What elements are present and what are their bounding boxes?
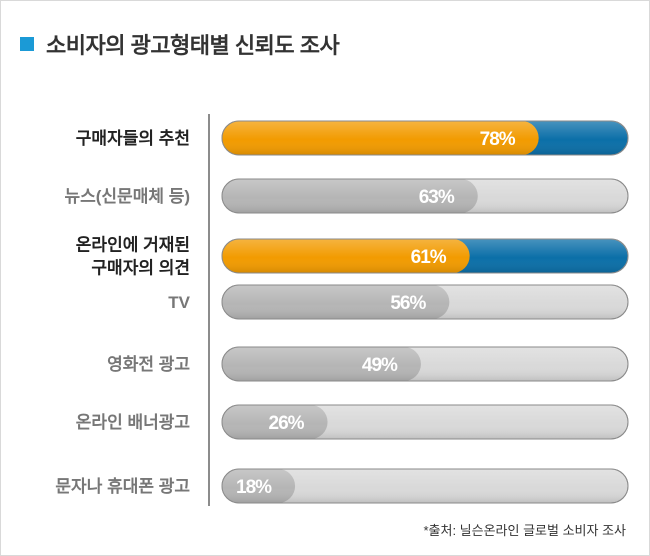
bar-shading bbox=[221, 284, 629, 320]
bar-shading bbox=[221, 238, 629, 274]
bar-shading bbox=[221, 120, 629, 156]
category-label: 구매자들의 추천 bbox=[76, 129, 190, 148]
category-label: 온라인 배너광고 bbox=[76, 413, 191, 432]
data-label: 61% bbox=[411, 247, 447, 268]
data-label: 56% bbox=[390, 293, 426, 314]
data-label: 26% bbox=[269, 413, 305, 434]
category-label: 온라인에 거재된 bbox=[76, 236, 190, 255]
bar-shading bbox=[221, 404, 629, 440]
chart-title: 소비자의 광고형태별 신뢰도 조사 bbox=[46, 33, 340, 58]
category-label: 뉴스(신문매체 등) bbox=[64, 187, 190, 206]
source-note: *출처: 닐슨온라인 글로벌 소비자 조사 bbox=[423, 523, 626, 538]
bar-shading bbox=[221, 468, 629, 504]
category-axis-line bbox=[208, 114, 210, 506]
data-label: 78% bbox=[480, 129, 516, 150]
category-label: 구매자의 의견 bbox=[91, 259, 190, 278]
data-label: 49% bbox=[362, 355, 398, 376]
category-label: TV bbox=[168, 293, 190, 312]
data-label: 18% bbox=[236, 477, 272, 498]
category-label: 영화전 광고 bbox=[107, 355, 190, 374]
category-label: 문자나 휴대폰 광고 bbox=[55, 476, 190, 496]
data-label: 63% bbox=[419, 187, 455, 208]
chart-header: 소비자의 광고형태별 신뢰도 조사 bbox=[20, 28, 340, 60]
bar-shading bbox=[221, 346, 629, 382]
bar-shading bbox=[221, 178, 629, 214]
title-marker-icon bbox=[20, 37, 34, 51]
